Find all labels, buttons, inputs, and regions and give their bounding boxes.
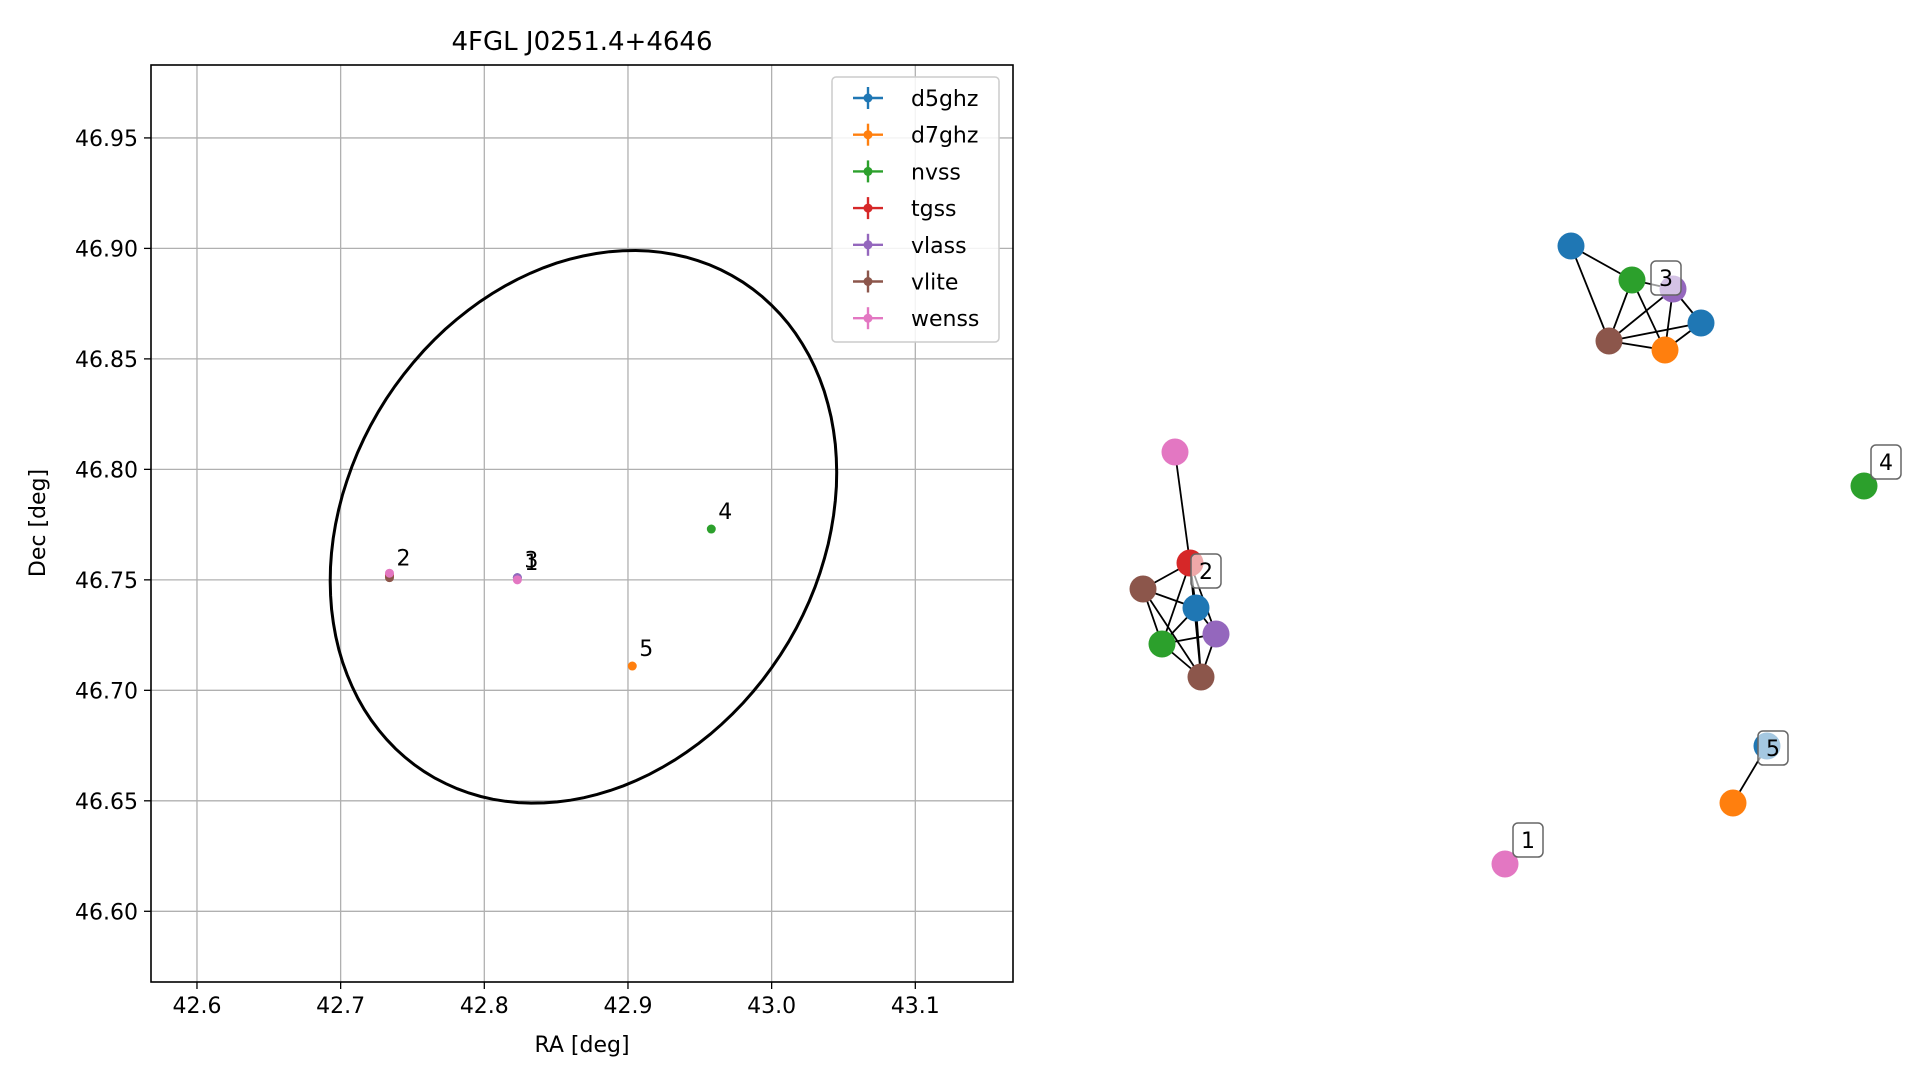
network-edge (1161, 562, 1191, 645)
y-axis-label: Dec [deg] (26, 469, 51, 577)
network-node-vlite (1595, 327, 1623, 355)
data-point-wenss (512, 575, 522, 585)
legend-marker-wenss (863, 313, 873, 323)
data-point-nvss (706, 524, 716, 534)
legend-item-wenss: wenss (853, 307, 979, 332)
x-tick-label: 43.0 (747, 994, 796, 1019)
y-tick-label: 46.80 (75, 458, 138, 483)
network-node-wenss (1161, 438, 1189, 466)
network-node-d5ghz (1687, 309, 1715, 337)
y-ticks: 46.60 46.65 46.70 46.75 46.80 46.85 46.90 46.95 (75, 127, 151, 925)
legend-marker-d7ghz (863, 130, 873, 140)
legend-label-vlass: vlass (911, 234, 967, 259)
y-tick-label: 46.90 (75, 237, 138, 262)
network-edges (1142, 245, 1768, 804)
cluster-label-box (1512, 822, 1544, 858)
legend-item-d7ghz: d7ghz (853, 123, 978, 149)
chart-title: 4FGL J0251.4+4646 (452, 27, 713, 57)
network-node-d7ghz (1719, 789, 1747, 817)
network-node-d7ghz (1651, 336, 1679, 364)
x-tick-label: 42.7 (316, 994, 365, 1019)
network-nodes (1129, 232, 1878, 878)
legend-marker-d5ghz (863, 93, 873, 103)
x-ticks: 42.6 42.7 42.8 42.9 43.0 43.1 (172, 982, 940, 1019)
network-cluster-label-3: 3 (1650, 260, 1682, 296)
scatter-panel: 42.6 42.7 42.8 42.9 43.0 43.1 46.60 46.65 46.70… (26, 27, 1014, 1058)
network-node-d5ghz (1182, 594, 1210, 622)
network-node-nvss (1850, 472, 1878, 500)
legend-label-d5ghz: d5ghz (911, 87, 978, 112)
network-node-vlass (1202, 620, 1230, 648)
x-tick-label: 42.8 (460, 994, 509, 1019)
network-panel: 1 2 3 4 5 (1129, 232, 1902, 878)
legend-label-vlite: vlite (911, 271, 958, 296)
network-node-d5ghz (1557, 232, 1585, 260)
legend-item-d5ghz: d5ghz (853, 87, 978, 112)
network-labels: 1 2 3 4 5 (1190, 260, 1902, 858)
data-points (384, 524, 716, 671)
network-cluster-label-5: 5 (1757, 730, 1789, 766)
legend-item-tgss: tgss (853, 197, 957, 222)
x-tick-label: 42.9 (603, 994, 652, 1019)
point-label-1: 1 (524, 551, 538, 576)
network-cluster-label-1: 1 (1512, 822, 1544, 858)
y-tick-label: 46.60 (75, 900, 138, 925)
cluster-label-text: 4 (1879, 451, 1893, 476)
legend-label-tgss: tgss (911, 197, 957, 222)
legend-item-vlite: vlite (853, 270, 958, 296)
cluster-label-box (1757, 730, 1789, 766)
y-tick-label: 46.70 (75, 679, 138, 704)
data-point-d7ghz (627, 661, 637, 671)
cluster-label-text: 2 (1199, 560, 1213, 585)
network-cluster-label-4: 4 (1870, 444, 1902, 480)
cluster-label-box (1870, 444, 1902, 480)
plot-frame (150, 64, 1014, 983)
network-node-nvss (1618, 266, 1646, 294)
y-tick-label: 46.65 (75, 790, 138, 815)
legend-box (831, 76, 1000, 343)
error-ellipse (328, 248, 839, 805)
network-edge (1570, 245, 1610, 342)
legend-label-nvss: nvss (911, 160, 961, 185)
point-label-5: 5 (639, 637, 653, 662)
y-tick-label: 46.85 (75, 348, 138, 373)
cluster-label-text: 3 (1659, 267, 1673, 292)
cluster-label-box (1650, 260, 1682, 296)
cluster-label-text: 1 (1521, 829, 1535, 854)
network-edge (1608, 322, 1702, 342)
legend-marker-tgss (863, 203, 873, 213)
network-cluster-label-2: 2 (1190, 553, 1222, 589)
legend-marker-vlite (863, 277, 873, 286)
data-point-wenss (384, 568, 394, 578)
network-node-vlite (1187, 663, 1215, 691)
network-node-wenss (1491, 850, 1519, 878)
legend-label-d7ghz: d7ghz (911, 124, 978, 149)
x-tick-label: 42.6 (172, 994, 221, 1019)
point-label-4: 4 (718, 500, 732, 525)
cluster-label-box (1190, 553, 1222, 589)
y-tick-label: 46.75 (75, 569, 138, 594)
x-tick-label: 43.1 (891, 994, 940, 1019)
y-tick-label: 46.95 (75, 127, 138, 152)
legend-item-nvss: nvss (853, 160, 961, 185)
cluster-label-text: 5 (1766, 737, 1780, 762)
point-annotations: 1 2 3 4 5 (396, 500, 732, 662)
network-node-nvss (1148, 630, 1176, 658)
point-label-2: 2 (396, 546, 410, 571)
grid (151, 65, 1013, 982)
legend-label-wenss: wenss (911, 307, 979, 332)
point-label-3: 3 (524, 549, 538, 574)
x-axis-label: RA [deg] (534, 1033, 629, 1058)
legend-item-vlass: vlass (853, 233, 967, 259)
network-node-vlite (1129, 575, 1157, 603)
legend-items: d5ghz d7ghz nvss tgss vlass vlite wenss (853, 87, 979, 332)
legend-marker-nvss (863, 166, 873, 176)
network-edge (1174, 451, 1191, 564)
network-edge (1608, 288, 1674, 342)
legend-marker-vlass (863, 240, 873, 250)
legend: d5ghz d7ghz nvss tgss vlass vlite wenss (831, 76, 1000, 343)
